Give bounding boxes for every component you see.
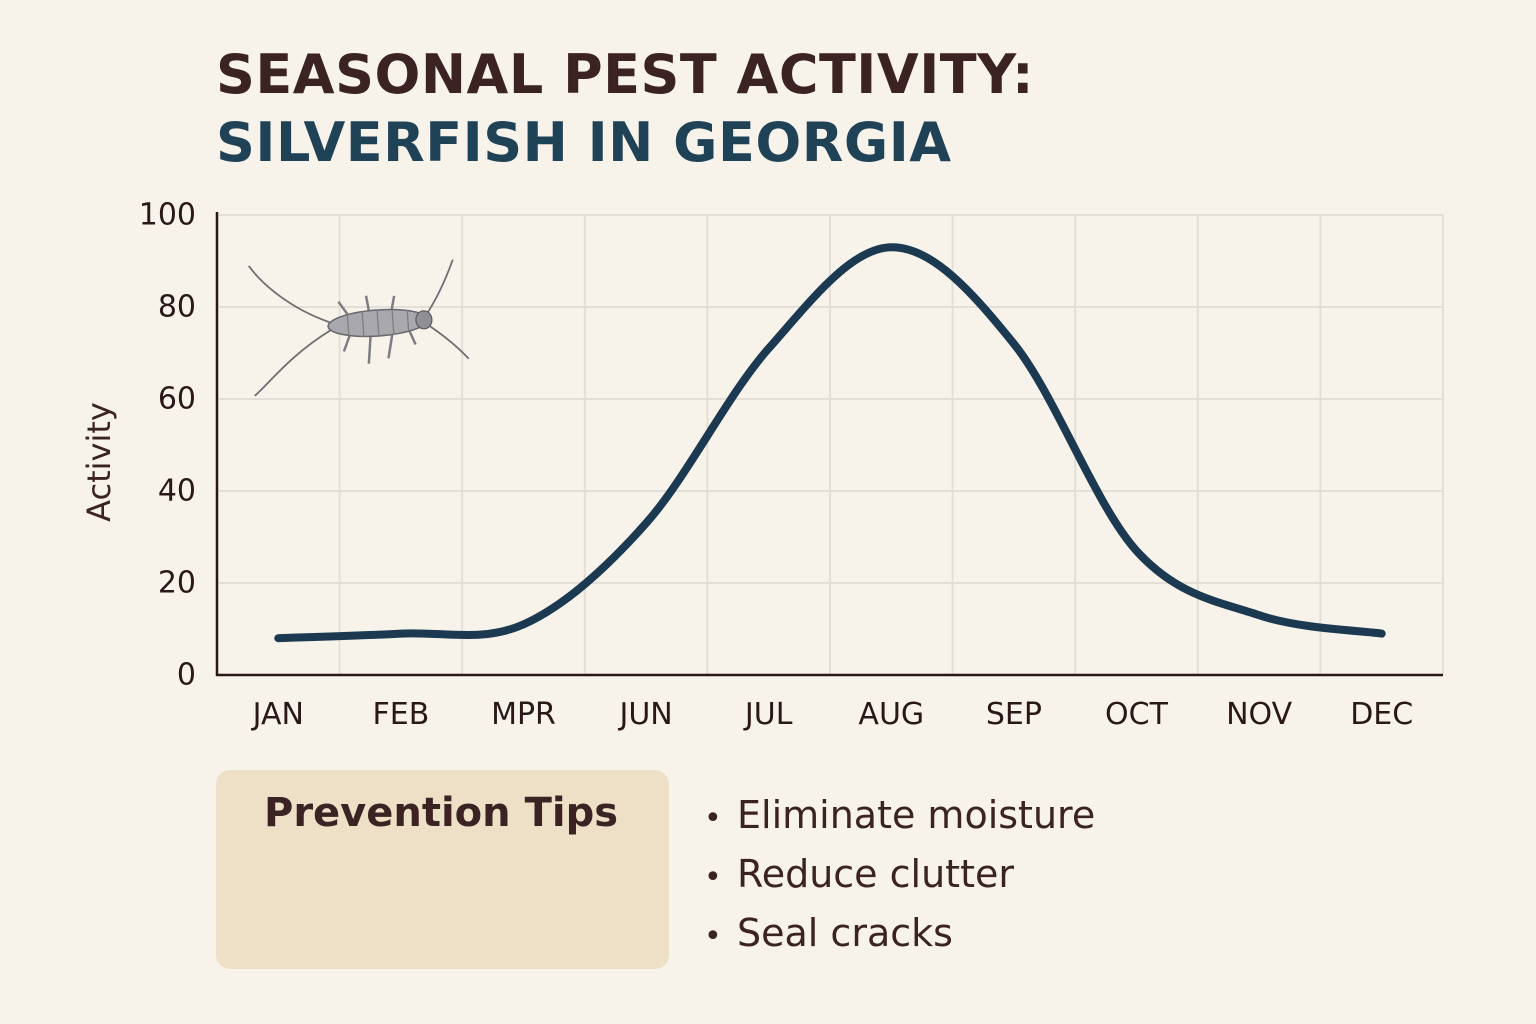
bullet-icon: • xyxy=(704,801,722,836)
tip-text: Reduce clutter xyxy=(737,852,1014,896)
x-tick-label: OCT xyxy=(1105,697,1169,732)
x-tick-label: JUL xyxy=(743,697,793,732)
tip-item: • Eliminate moisture xyxy=(704,790,1095,849)
x-tick-label: DEC xyxy=(1350,697,1413,732)
chart-title-line-1: SEASONAL PEST ACTIVITY: xyxy=(216,43,1035,106)
x-tick-label: MPR xyxy=(491,697,556,732)
y-tick-label: 80 xyxy=(158,290,196,325)
bullet-icon: • xyxy=(704,860,722,895)
prevention-tips-list: • Eliminate moisture • Reduce clutter • Sea… xyxy=(704,790,1095,967)
prevention-tips-heading: Prevention Tips xyxy=(264,790,619,836)
silverfish-icon xyxy=(247,259,470,397)
y-tick-label: 100 xyxy=(139,198,196,233)
tip-text: Seal cracks xyxy=(737,911,953,955)
y-tick-label: 40 xyxy=(158,474,196,509)
x-tick-label: AUG xyxy=(858,697,924,732)
y-axis-label: Activity xyxy=(80,402,118,522)
y-tick-label: 0 xyxy=(177,658,196,693)
tip-item: • Seal cracks xyxy=(704,908,1095,967)
x-tick-label: JUN xyxy=(617,697,672,732)
y-tick-labels: 0 20 40 60 80 100 xyxy=(139,198,196,693)
x-tick-label: SEP xyxy=(986,697,1042,732)
x-tick-labels: JAN FEB MPR JUN JUL AUG SEP OCT NOV DEC xyxy=(251,697,1414,732)
x-tick-label: JAN xyxy=(251,697,304,732)
chart-axes xyxy=(215,212,1443,677)
tip-text: Eliminate moisture xyxy=(737,793,1096,837)
x-tick-label: FEB xyxy=(373,697,430,732)
series-line xyxy=(274,243,1386,643)
x-tick-label: NOV xyxy=(1226,697,1293,732)
bullet-icon: • xyxy=(704,919,722,954)
y-tick-label: 20 xyxy=(158,566,196,601)
prevention-tips-box: Prevention Tips xyxy=(216,770,669,969)
chart-title-line-2: SILVERFISH IN GEORGIA xyxy=(216,111,952,174)
tip-item: • Reduce clutter xyxy=(704,849,1095,908)
y-tick-label: 60 xyxy=(158,382,196,417)
